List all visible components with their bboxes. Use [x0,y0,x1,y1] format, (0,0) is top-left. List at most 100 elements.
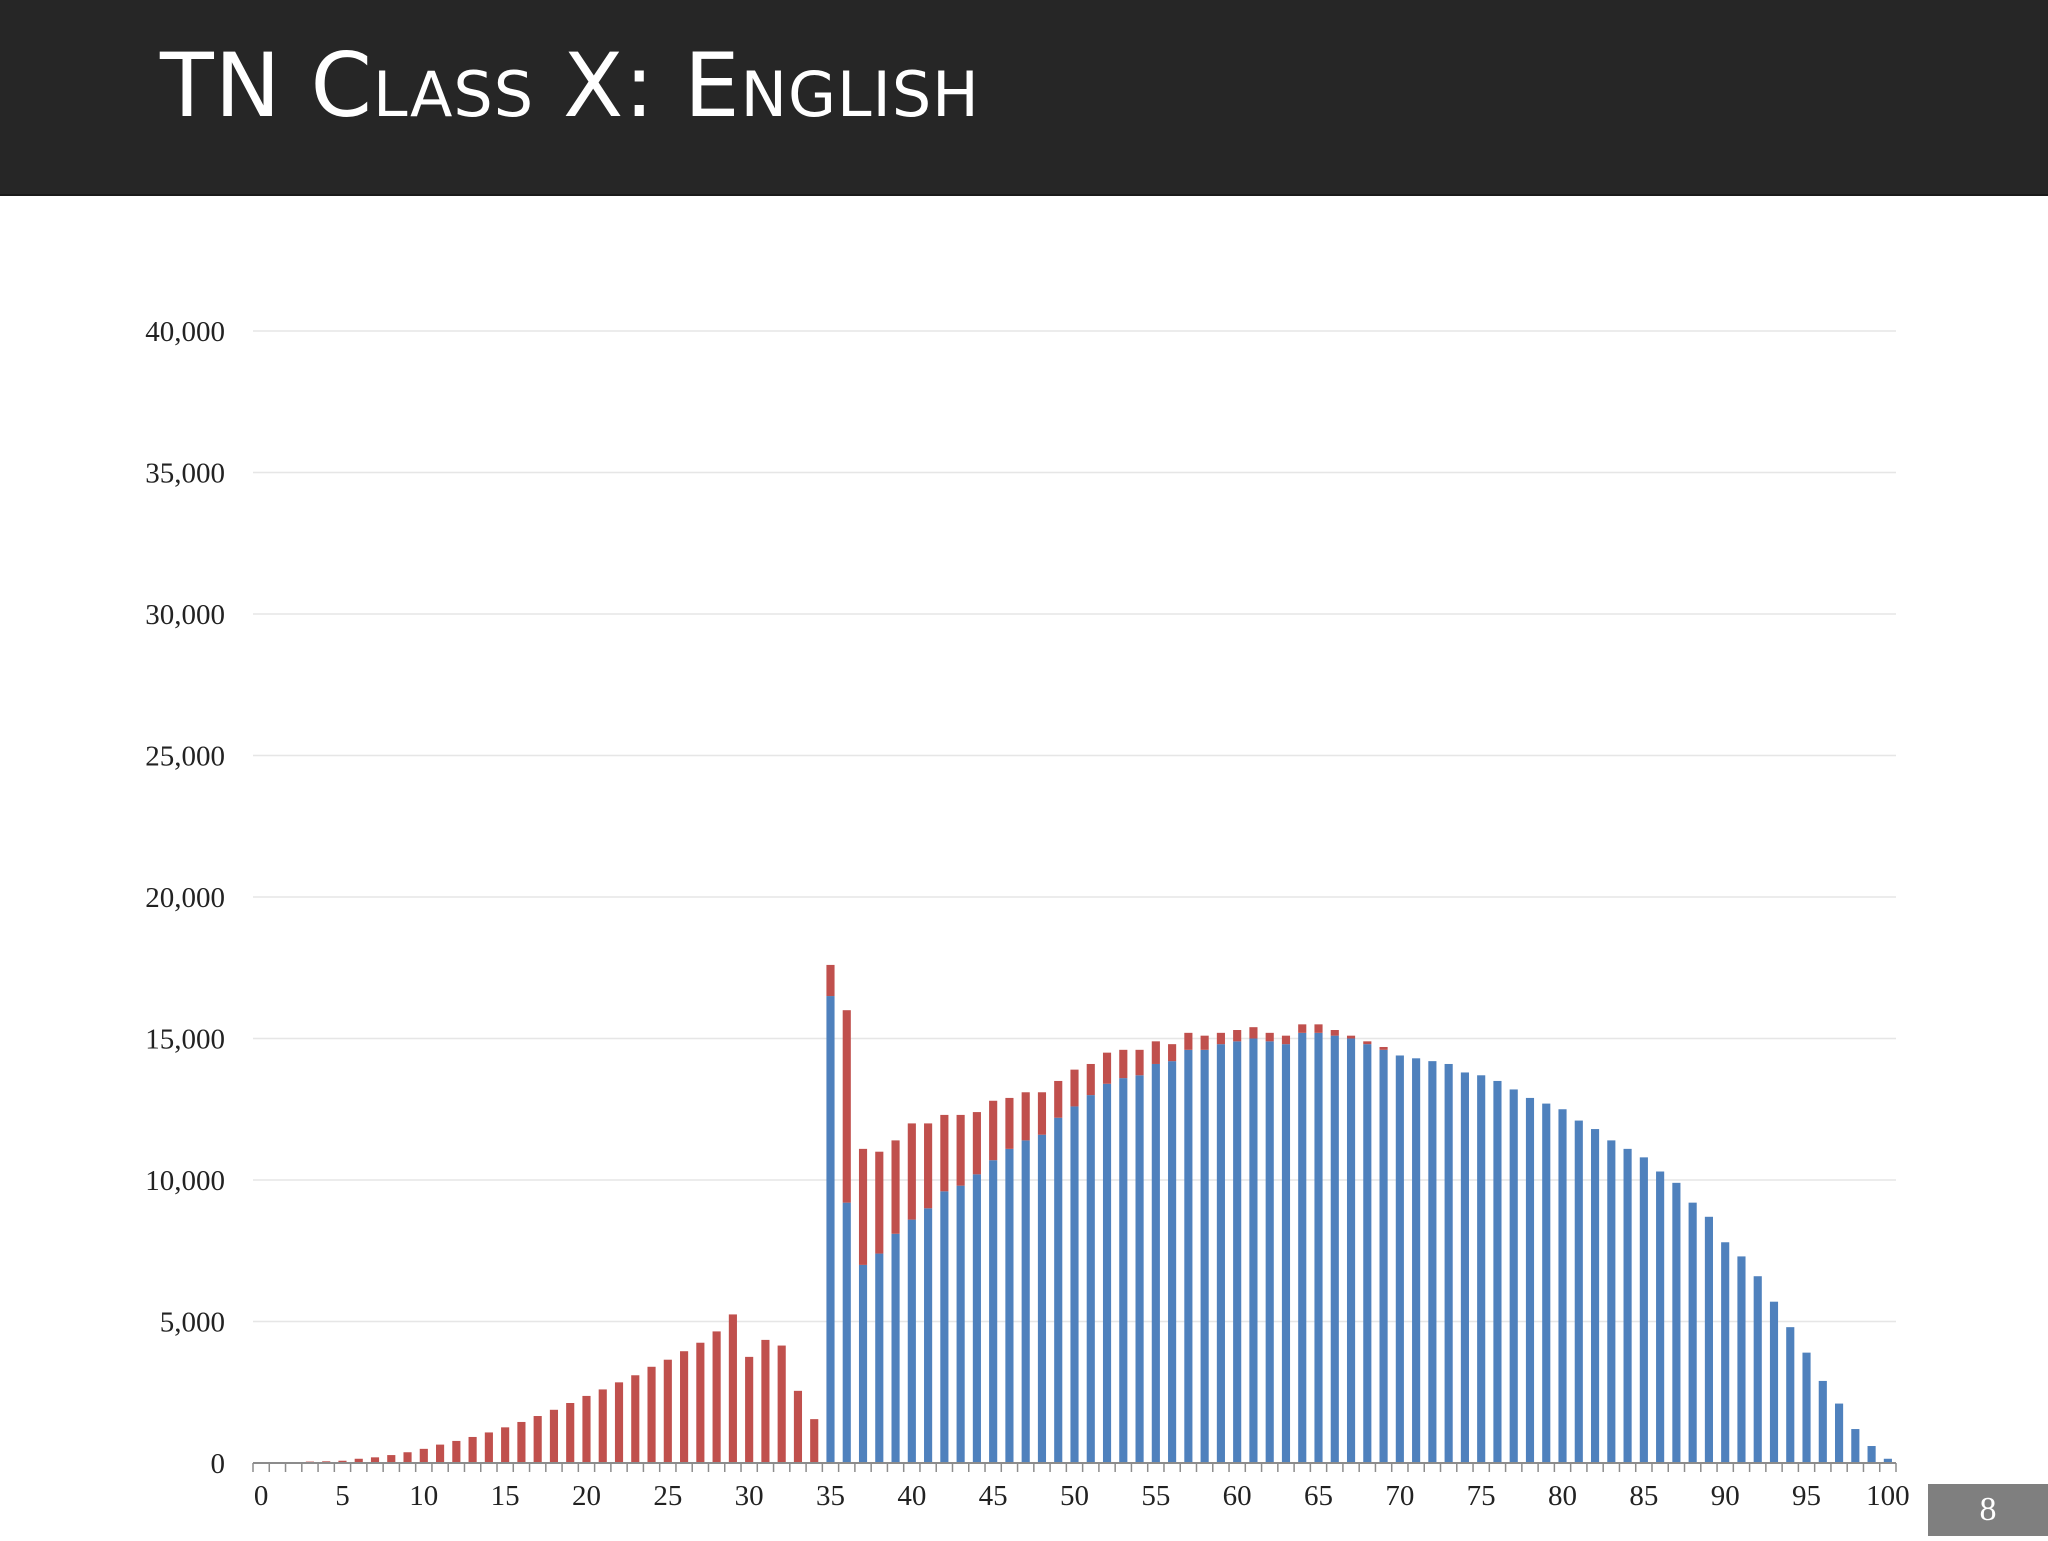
bar-segment-blue [1200,1049,1209,1463]
y-tick-label: 40,000 [145,316,225,348]
bar-segment-blue [989,1160,998,1463]
gridlines [253,330,1896,1323]
bar-segment-red [1151,1041,1160,1064]
bar-segment-blue [1460,1072,1469,1463]
y-tick-label: 10,000 [145,1165,225,1197]
title-bar: TN Class X: English [0,0,2048,196]
bar-segment-blue [1721,1242,1730,1463]
bar-segment-red [1021,1092,1030,1141]
bar-segment-blue [972,1174,981,1463]
bar-segment-red [1086,1063,1095,1096]
bar-segment-red [1298,1024,1307,1033]
bar-segment-red [1200,1035,1209,1050]
bar-segment-blue [1412,1058,1421,1463]
bar-segment-blue [1607,1140,1616,1463]
bar-segment-blue [1265,1041,1274,1463]
bar-segment-red [1102,1052,1112,1084]
y-tick-label: 15,000 [145,1024,225,1056]
bar-segment-red [1054,1080,1063,1118]
x-tick-label: 15 [491,1480,520,1512]
bar-segment-blue [1525,1097,1535,1463]
x-tick-label: 5 [335,1480,350,1512]
bar-segment-blue [1281,1044,1291,1463]
x-tick-label: 65 [1304,1480,1333,1512]
bar-segment-blue [1086,1095,1095,1463]
bar-segment-blue [1834,1403,1844,1463]
bar-segment-red [387,1455,396,1463]
bar-segment-blue [1818,1380,1827,1463]
bar-segment-blue [1119,1078,1128,1463]
bar-segment-red [1363,1041,1372,1045]
bar-segment-blue [1444,1063,1453,1463]
bar-segment-blue [1314,1032,1323,1463]
x-tick-label: 10 [409,1480,438,1512]
bar-segment-red [354,1458,363,1463]
bar-segment-blue [1753,1276,1762,1463]
x-tick-label: 25 [653,1480,682,1512]
bar-segment-red [338,1460,347,1463]
bar-segment-blue [956,1185,965,1463]
bar-segment-red [875,1151,884,1254]
bar-segment-red [1070,1069,1079,1107]
bar-segment-red [1184,1032,1193,1050]
x-tick-label: 70 [1385,1480,1414,1512]
x-tick-label: 20 [572,1480,601,1512]
bar-segment-red [826,964,835,997]
bar-segment-red [680,1351,689,1463]
x-tick-label: 95 [1792,1480,1821,1512]
bar-segment-blue [1379,1049,1388,1463]
y-tick-label: 25,000 [145,741,225,773]
y-axis-labels: 0 5,000 10,000 15,000 20,000 25,000 30,000 35,0… [145,316,225,1480]
bar-segment-red [1135,1049,1144,1076]
bar-segment-red [582,1395,591,1463]
bar-segment-blue [1363,1044,1372,1463]
bar-segment-red [647,1366,656,1463]
bar-segment-red [745,1356,754,1463]
x-tick-label: 50 [1060,1480,1089,1512]
bar-segment-blue [1786,1327,1795,1463]
bar-segment-blue [1590,1129,1600,1463]
bar-segment-blue [1298,1032,1307,1463]
bar-segment-red [1168,1044,1177,1062]
bar-segment-red [989,1100,998,1161]
bar-segment-red [712,1331,721,1463]
bar-segment-red [501,1427,510,1463]
bar-segment-red [858,1148,868,1265]
bar-segment-blue [1883,1458,1892,1463]
bar-segment-red [956,1114,965,1186]
bar-segment-blue [1639,1157,1648,1463]
bar-segment-blue [1249,1038,1258,1463]
bar-segment-red [403,1452,412,1463]
bar-segment-blue [1330,1035,1339,1463]
bar-segment-blue [1037,1134,1047,1463]
x-axis [252,1462,1897,1472]
x-tick-label: 55 [1141,1480,1170,1512]
bar-segment-blue [1737,1256,1746,1463]
bar-segment-blue [1168,1061,1177,1463]
bar-segment-red [663,1359,672,1463]
bar-segment-blue [940,1191,949,1463]
x-tick-label: 60 [1223,1480,1252,1512]
bar-segment-blue [1851,1429,1860,1463]
bar-segment-red [549,1409,559,1463]
bar-segment-red [924,1123,933,1209]
page-number: 8 [1928,1484,2048,1536]
x-tick-label: 80 [1548,1480,1577,1512]
bar-segment-red [1119,1049,1128,1079]
y-tick-label: 30,000 [145,599,225,631]
y-tick-label: 0 [211,1448,226,1480]
bar-segment-red [1005,1097,1014,1149]
bar-segment-red [517,1421,526,1463]
bar-segment-blue [1233,1041,1242,1463]
bar-segment-blue [1054,1117,1063,1463]
y-tick-label: 35,000 [145,458,225,490]
bar-segment-blue [858,1264,868,1463]
x-tick-label: 45 [979,1480,1008,1512]
bar-segment-blue [1151,1063,1160,1463]
chart-svg: 0 5,000 10,000 15,000 20,000 25,000 30,000 35,0… [145,316,1909,1512]
bar-segment-red [1379,1046,1388,1050]
bar-segment-blue [1867,1446,1876,1463]
bar-segment-blue [1558,1109,1567,1463]
bar-segment-blue [1346,1038,1356,1463]
bar-segment-blue [1623,1148,1632,1463]
